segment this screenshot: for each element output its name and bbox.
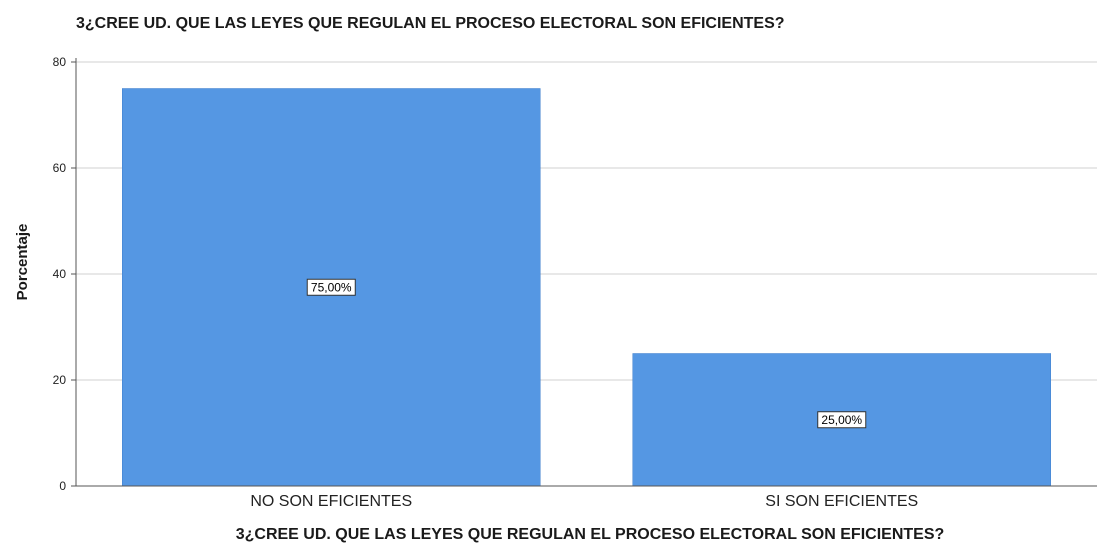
x-category-labels: NO SON EFICIENTES SI SON EFICIENTES bbox=[250, 493, 918, 510]
data-label: 25,00% bbox=[821, 413, 862, 427]
y-axis-label: Porcentaje bbox=[14, 224, 31, 301]
y-tick-label: 40 bbox=[53, 267, 67, 281]
y-tick-labels: 0 20 40 60 80 bbox=[53, 55, 67, 493]
data-label-box bbox=[306, 278, 356, 296]
data-label-box bbox=[817, 411, 867, 429]
bars bbox=[122, 88, 1051, 487]
y-tick-label: 0 bbox=[59, 479, 66, 493]
x-axis-label: 3¿CREE UD. QUE LAS LEYES QUE REGULAN EL … bbox=[236, 526, 945, 543]
bar bbox=[122, 88, 541, 487]
axes bbox=[75, 58, 1097, 487]
y-tick-label: 20 bbox=[53, 373, 67, 387]
x-category-label: NO SON EFICIENTES bbox=[250, 493, 412, 510]
data-labels: 75,00% 25,00% bbox=[306, 278, 867, 429]
data-label: 75,00% bbox=[311, 280, 352, 294]
chart-title: 3¿CREE UD. QUE LAS LEYES QUE REGULAN EL … bbox=[76, 15, 785, 32]
y-tick-label: 80 bbox=[53, 55, 67, 69]
y-tick-label: 60 bbox=[53, 161, 67, 175]
x-category-label: SI SON EFICIENTES bbox=[765, 493, 918, 510]
